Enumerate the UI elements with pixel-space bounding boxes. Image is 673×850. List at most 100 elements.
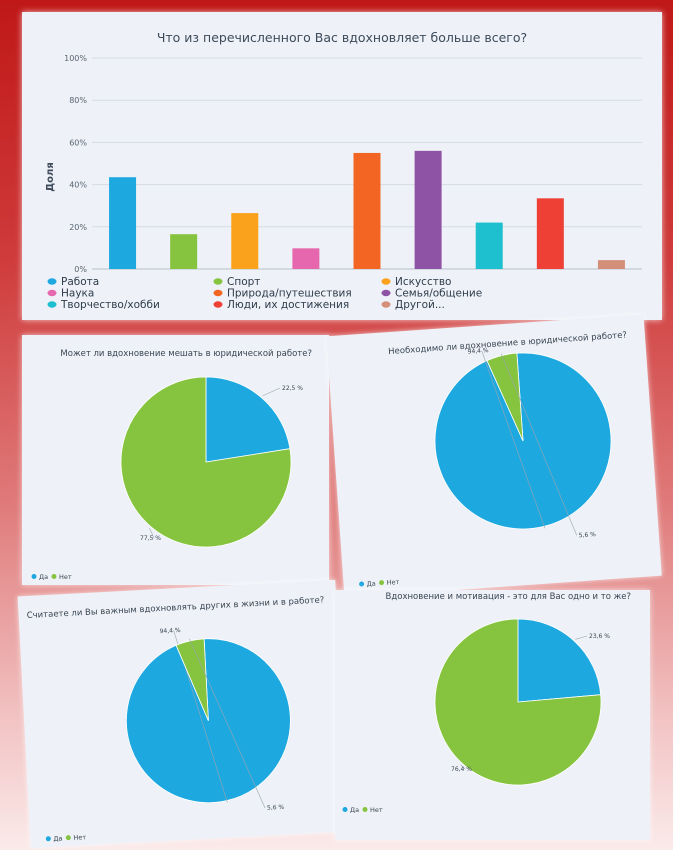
pie-leader xyxy=(460,764,466,770)
bar-chart: Что из перечисленного Вас вдохновляет бо… xyxy=(45,30,642,311)
bar xyxy=(109,177,137,269)
legend-item: Семья/общение xyxy=(381,288,482,300)
pie-title: Необходимо ли вдохновение в юридической … xyxy=(388,330,627,357)
pie-card-necessary: Необходимо ли вдохновение в юридической … xyxy=(326,314,662,598)
pie-leader xyxy=(149,528,155,539)
legend-swatch xyxy=(213,289,223,297)
legend-swatch xyxy=(342,807,348,812)
bar xyxy=(597,260,625,269)
pie-legend: Да Нет xyxy=(31,573,72,581)
legend-swatch xyxy=(31,574,37,579)
pie-legend: Да Нет xyxy=(342,806,383,814)
pie-slice xyxy=(517,618,602,703)
legend-label: Нет xyxy=(386,578,399,587)
legend-swatch xyxy=(45,836,51,842)
legend-label: Искусство xyxy=(395,276,451,288)
pie-leader xyxy=(500,353,578,536)
bar-chart-card: Что из перечисленного Вас вдохновляет бо… xyxy=(22,12,662,320)
legend-label: Работа xyxy=(61,276,99,288)
bar xyxy=(231,213,259,269)
pie-data-label: 94,4 % xyxy=(159,627,181,635)
pie-leader xyxy=(262,387,281,397)
y-tick-label: 100% xyxy=(64,54,87,63)
y-tick-label: 60% xyxy=(69,138,87,147)
y-tick-label: 40% xyxy=(69,181,87,190)
legend-label: Семья/общение xyxy=(395,288,482,300)
legend-swatch xyxy=(381,301,391,308)
y-tick-label: 20% xyxy=(69,223,87,232)
bar xyxy=(536,198,564,269)
legend-swatch xyxy=(379,580,385,586)
legend-label: Наука xyxy=(61,288,94,300)
legend-item: Спорт xyxy=(213,276,260,288)
bar xyxy=(475,222,503,269)
legend-label: Творчество/хобби xyxy=(60,299,160,311)
legend-swatch xyxy=(213,278,223,285)
bar xyxy=(170,234,198,269)
pie-data-label: 94,4 % xyxy=(467,347,489,355)
legend-item: Наука xyxy=(47,288,94,300)
bar xyxy=(292,248,320,269)
legend-item: Работа xyxy=(47,276,99,288)
pie-data-label: 77,5 % xyxy=(140,535,161,542)
legend-label: Природа/путешествия xyxy=(227,288,352,300)
legend-item: Другой... xyxy=(381,299,445,311)
legend-label: Да xyxy=(53,834,62,842)
pie-leader xyxy=(481,350,546,529)
pie-chart-motivation: Вдохновение и мотивация - это для Вас од… xyxy=(342,592,631,814)
pie-legend: Да Нет xyxy=(359,578,400,589)
pie-title: Считаете ли Вы важным вдохновлять других… xyxy=(26,595,324,621)
legend-swatch xyxy=(47,289,57,297)
y-tick-label: 0% xyxy=(74,265,87,274)
pie-data-label: 76,4 % xyxy=(451,766,472,773)
pie-data-label: 22,5 % xyxy=(282,385,303,392)
pie-card-inspire-others: Считаете ли Вы важным вдохновлять других… xyxy=(17,579,349,849)
pie-leader xyxy=(189,638,266,808)
legend-swatch xyxy=(381,278,391,285)
pie-data-label: 23,6 % xyxy=(589,633,610,640)
pie-slice xyxy=(175,638,209,721)
y-tick-labels: 100% 80% 60% 40% 20% 0% xyxy=(64,54,87,274)
bar-chart-title: Что из перечисленного Вас вдохновляет бо… xyxy=(157,30,527,45)
legend-label: Нет xyxy=(59,573,72,581)
pie-slice xyxy=(120,376,292,548)
legend-label: Да xyxy=(366,580,376,589)
pie-card-motivation: Вдохновение и мотивация - это для Вас од… xyxy=(335,590,650,840)
legend-label: Другой... xyxy=(395,299,445,311)
legend-label: Люди, их достижения xyxy=(227,299,349,311)
legend-swatch xyxy=(362,807,368,812)
pie-card-interfere: Может ли вдохновение мешать в юридическо… xyxy=(22,335,329,585)
legend-item: Искусство xyxy=(381,276,451,288)
pie-data-label: 5,6 % xyxy=(267,804,285,812)
y-axis-label: Доля xyxy=(45,162,56,192)
pie-chart-necessary: Необходимо ли вдохновение в юридической … xyxy=(359,330,627,589)
pie-chart-interfere: Может ли вдохновение мешать в юридическо… xyxy=(31,349,312,581)
legend-swatch xyxy=(47,301,57,308)
legend-label: Да xyxy=(39,573,48,581)
legend-item: Творчество/хобби xyxy=(47,299,160,311)
legend-swatch xyxy=(359,581,365,587)
pie-data-label: 5,6 % xyxy=(579,531,597,539)
bars xyxy=(109,150,625,269)
bar-legend: Работа Спорт Искусство Наука Природа/путешес… xyxy=(47,276,482,311)
legend-label: Нет xyxy=(73,833,86,842)
pie-title: Может ли вдохновение мешать в юридическо… xyxy=(60,349,312,359)
pie-slice xyxy=(205,376,291,463)
legend-item: Люди, их достижения xyxy=(213,299,349,311)
legend-label: Нет xyxy=(370,806,383,814)
legend-swatch xyxy=(213,301,223,308)
pie-leader xyxy=(575,635,588,640)
bar xyxy=(414,150,442,269)
legend-swatch xyxy=(65,835,71,841)
legend-item: Природа/путешествия xyxy=(213,288,352,300)
legend-swatch xyxy=(47,278,57,285)
legend-label: Да xyxy=(350,806,359,814)
pie-legend: Да Нет xyxy=(45,833,86,843)
legend-swatch xyxy=(381,289,391,297)
bar xyxy=(353,152,381,269)
legend-label: Спорт xyxy=(227,276,260,288)
legend-swatch xyxy=(51,574,57,579)
y-tick-label: 80% xyxy=(69,96,87,105)
pie-slice xyxy=(434,618,602,786)
pie-chart-inspire-others: Считаете ли Вы важным вдохновлять других… xyxy=(26,595,324,843)
